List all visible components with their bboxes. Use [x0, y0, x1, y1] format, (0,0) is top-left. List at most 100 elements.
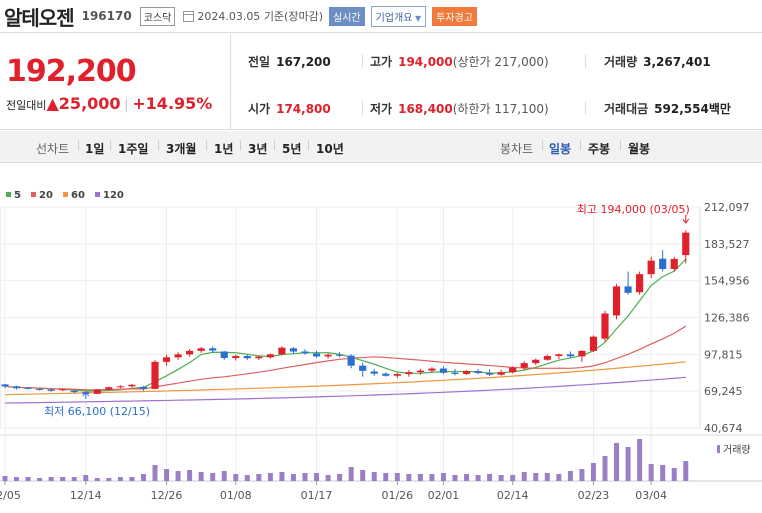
period-divider	[620, 140, 621, 150]
upper-limit-value: 217,000	[494, 55, 545, 69]
candle-body	[197, 348, 205, 351]
volume-bar	[671, 468, 677, 481]
volume-bar	[371, 472, 377, 481]
candle-body	[139, 386, 148, 389]
min-arrow-icon	[82, 391, 90, 399]
x-tick-label: 01/08	[220, 489, 252, 502]
period-5y[interactable]: 5년	[282, 142, 302, 156]
candle-body	[647, 260, 655, 275]
volume-bar	[152, 465, 158, 481]
upper-limit: (상한가 217,000)	[452, 55, 549, 69]
candle-body	[255, 356, 263, 359]
candle-body	[416, 370, 424, 373]
candle-body	[474, 371, 482, 374]
volume-bar	[25, 477, 31, 481]
cell-separator	[362, 101, 363, 115]
volume-bar	[394, 473, 400, 481]
cell-separator	[585, 101, 586, 115]
open-label: 시가	[248, 102, 271, 116]
ma-line	[4, 325, 687, 391]
chevron-down-icon: ▼	[412, 13, 422, 23]
candle-body	[405, 372, 413, 375]
y-tick-label: 40,674	[704, 422, 743, 435]
volume-bar	[290, 474, 296, 481]
candle-body	[682, 232, 690, 256]
volume-bar	[567, 471, 573, 481]
volume-bar	[429, 474, 435, 481]
volume-bar	[660, 465, 666, 481]
candle-body	[659, 258, 667, 270]
x-tick-label: 12/14	[70, 489, 102, 502]
legend-label: 60	[71, 190, 85, 201]
volume-bar	[475, 475, 481, 481]
candle-body	[393, 374, 401, 376]
volume-bar	[37, 478, 43, 481]
x-tick-label: 01/17	[301, 489, 333, 502]
candlestick-chart[interactable]: 5 20 60 120 212,097 183,527 154,956 126,386 97,…	[0, 163, 762, 513]
change-value: 25,000	[58, 94, 121, 113]
y-tick-label: 212,097	[704, 201, 750, 214]
period-3m[interactable]: 3개월	[166, 142, 197, 156]
candle-body	[543, 356, 551, 360]
period-1y[interactable]: 1년	[214, 142, 234, 156]
open-value: 174,800	[276, 102, 331, 116]
volume-bar	[267, 473, 273, 481]
candle-body	[12, 386, 21, 389]
candle-body	[151, 361, 159, 389]
realtime-button[interactable]: 실시간	[329, 6, 365, 26]
volume-bar	[337, 474, 343, 481]
period-1d[interactable]: 1일	[85, 142, 105, 156]
stock-name: 알테오젠	[4, 5, 75, 30]
stock-code: 196170	[81, 9, 132, 23]
stock-header: 알테오젠 196170 코스닥 2024.03.05 기준(장마감) 실시간 기…	[0, 0, 762, 33]
company-info-button[interactable]: 기업개요 ▼	[370, 5, 427, 27]
lower-limit-label: 하한가	[457, 102, 491, 116]
period-divider	[110, 140, 111, 150]
period-divider	[274, 140, 275, 150]
period-divider	[580, 140, 581, 150]
candle-body	[324, 354, 332, 357]
prev-close-value: 167,200	[276, 55, 331, 69]
moving-average-lines	[4, 258, 687, 404]
candle-weekly[interactable]: 주봉	[588, 142, 611, 156]
candle-body	[220, 351, 228, 358]
candles	[1, 230, 690, 396]
summary-divider	[230, 34, 231, 130]
candle-body	[462, 371, 471, 374]
y-tick-label: 126,386	[704, 312, 750, 325]
candle-body	[116, 386, 124, 388]
candle-body	[382, 373, 390, 376]
x-tick-label: 02/01	[428, 489, 460, 502]
period-10y[interactable]: 10년	[316, 142, 344, 156]
candle-body	[636, 274, 644, 293]
candle-body	[486, 373, 494, 375]
volume-bar	[452, 475, 458, 481]
candle-body	[497, 372, 505, 375]
period-divider	[78, 140, 79, 150]
volume-bar	[383, 473, 389, 481]
period-divider	[158, 140, 159, 150]
volume-bar	[129, 477, 135, 481]
high-value: 194,000	[398, 55, 453, 69]
volume-bar	[498, 475, 504, 481]
candle-body	[47, 389, 55, 391]
x-tick-label: 02/14	[497, 489, 529, 502]
candle-body	[555, 354, 563, 357]
chart-annotations: 최고 194,000 (03/05) 최저 66,100 (12/15)	[44, 203, 690, 418]
volume-bars: 거래량	[2, 439, 751, 481]
candle-daily[interactable]: 일봉	[549, 142, 572, 156]
period-3y[interactable]: 3년	[248, 142, 268, 156]
candle-body	[232, 356, 240, 358]
legend-label: 5	[14, 190, 21, 201]
period-selector: 선차트 1일 1주일 3개월 1년 3년 5년 10년 봉차트 일봉 주봉 월봉	[0, 131, 762, 163]
investment-warning-badge: 투자경고	[432, 6, 477, 26]
base-date: 2024.03.05 기준(장마감)	[197, 8, 323, 24]
min-price-annotation: 최저 66,100 (12/15)	[44, 405, 150, 418]
change-label: 전일대비	[6, 99, 47, 112]
volume-bar	[533, 473, 539, 481]
period-divider	[240, 140, 241, 150]
volume-value: 3,267,401	[643, 55, 711, 69]
candle-monthly[interactable]: 월봉	[628, 142, 651, 156]
period-1w[interactable]: 1주일	[118, 142, 149, 156]
volume-bar	[487, 474, 493, 481]
